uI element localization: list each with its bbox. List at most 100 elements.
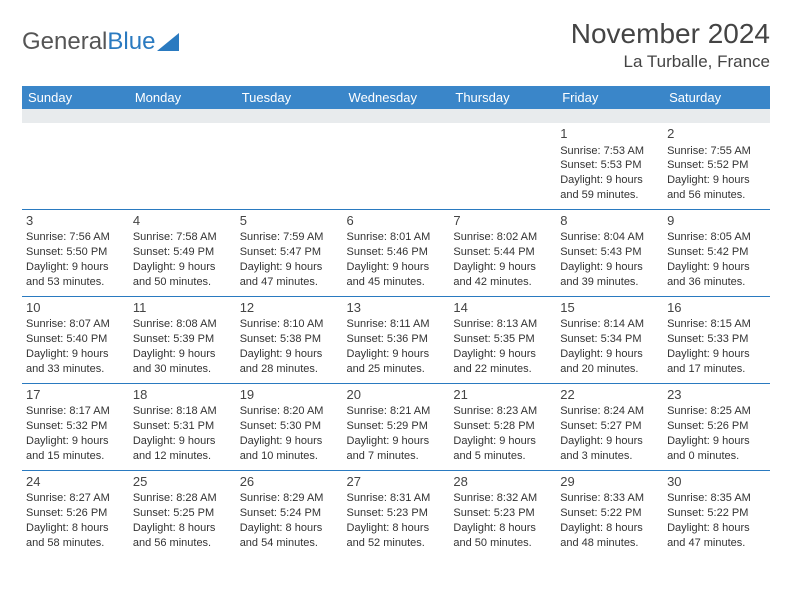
sunrise-line: Sunrise: 7:56 AM bbox=[26, 230, 125, 245]
sunset-line: Sunset: 5:27 PM bbox=[560, 419, 659, 434]
day-number: 21 bbox=[453, 386, 552, 404]
sunset-line: Sunset: 5:32 PM bbox=[26, 419, 125, 434]
calendar-cell: 18Sunrise: 8:18 AMSunset: 5:31 PMDayligh… bbox=[129, 383, 236, 470]
logo: GeneralBlue bbox=[22, 18, 179, 56]
daylight-line: Daylight: 9 hours and 17 minutes. bbox=[667, 347, 766, 377]
day-header: Wednesday bbox=[343, 86, 450, 109]
day-number: 29 bbox=[560, 473, 659, 491]
daylight-line: Daylight: 8 hours and 48 minutes. bbox=[560, 521, 659, 551]
calendar-cell bbox=[343, 123, 450, 209]
calendar-week: 17Sunrise: 8:17 AMSunset: 5:32 PMDayligh… bbox=[22, 383, 770, 470]
daylight-line: Daylight: 9 hours and 45 minutes. bbox=[347, 260, 446, 290]
sunrise-line: Sunrise: 8:35 AM bbox=[667, 491, 766, 506]
day-number: 23 bbox=[667, 386, 766, 404]
day-header: Tuesday bbox=[236, 86, 343, 109]
daylight-line: Daylight: 9 hours and 56 minutes. bbox=[667, 173, 766, 203]
day-number: 7 bbox=[453, 212, 552, 230]
calendar-cell bbox=[22, 123, 129, 209]
daylight-line: Daylight: 8 hours and 58 minutes. bbox=[26, 521, 125, 551]
sunset-line: Sunset: 5:38 PM bbox=[240, 332, 339, 347]
daylight-line: Daylight: 9 hours and 15 minutes. bbox=[26, 434, 125, 464]
daylight-line: Daylight: 9 hours and 36 minutes. bbox=[667, 260, 766, 290]
sunrise-line: Sunrise: 8:17 AM bbox=[26, 404, 125, 419]
day-number: 9 bbox=[667, 212, 766, 230]
sunrise-line: Sunrise: 8:01 AM bbox=[347, 230, 446, 245]
sunset-line: Sunset: 5:49 PM bbox=[133, 245, 232, 260]
calendar-cell: 6Sunrise: 8:01 AMSunset: 5:46 PMDaylight… bbox=[343, 209, 450, 296]
logo-text-general: General bbox=[22, 28, 107, 56]
daylight-line: Daylight: 8 hours and 56 minutes. bbox=[133, 521, 232, 551]
calendar-cell: 19Sunrise: 8:20 AMSunset: 5:30 PMDayligh… bbox=[236, 383, 343, 470]
calendar-cell: 20Sunrise: 8:21 AMSunset: 5:29 PMDayligh… bbox=[343, 383, 450, 470]
sunset-line: Sunset: 5:47 PM bbox=[240, 245, 339, 260]
day-number: 27 bbox=[347, 473, 446, 491]
calendar-cell: 29Sunrise: 8:33 AMSunset: 5:22 PMDayligh… bbox=[556, 470, 663, 556]
sunrise-line: Sunrise: 7:58 AM bbox=[133, 230, 232, 245]
sunrise-line: Sunrise: 7:59 AM bbox=[240, 230, 339, 245]
calendar-cell: 26Sunrise: 8:29 AMSunset: 5:24 PMDayligh… bbox=[236, 470, 343, 556]
calendar-cell: 3Sunrise: 7:56 AMSunset: 5:50 PMDaylight… bbox=[22, 209, 129, 296]
calendar-cell bbox=[236, 123, 343, 209]
sunset-line: Sunset: 5:22 PM bbox=[667, 506, 766, 521]
sunrise-line: Sunrise: 8:11 AM bbox=[347, 317, 446, 332]
sunrise-line: Sunrise: 8:28 AM bbox=[133, 491, 232, 506]
calendar-cell: 7Sunrise: 8:02 AMSunset: 5:44 PMDaylight… bbox=[449, 209, 556, 296]
day-number: 3 bbox=[26, 212, 125, 230]
calendar-table: SundayMondayTuesdayWednesdayThursdayFrid… bbox=[22, 86, 770, 557]
sunrise-line: Sunrise: 8:15 AM bbox=[667, 317, 766, 332]
page-title: November 2024 bbox=[571, 18, 770, 50]
day-number: 20 bbox=[347, 386, 446, 404]
day-number: 1 bbox=[560, 125, 659, 143]
day-number: 4 bbox=[133, 212, 232, 230]
day-number: 24 bbox=[26, 473, 125, 491]
calendar-cell: 12Sunrise: 8:10 AMSunset: 5:38 PMDayligh… bbox=[236, 296, 343, 383]
daylight-line: Daylight: 8 hours and 47 minutes. bbox=[667, 521, 766, 551]
sunrise-line: Sunrise: 8:13 AM bbox=[453, 317, 552, 332]
day-number: 11 bbox=[133, 299, 232, 317]
title-block: November 2024 La Turballe, France bbox=[571, 18, 770, 72]
calendar-cell: 9Sunrise: 8:05 AMSunset: 5:42 PMDaylight… bbox=[663, 209, 770, 296]
calendar-cell: 23Sunrise: 8:25 AMSunset: 5:26 PMDayligh… bbox=[663, 383, 770, 470]
daylight-line: Daylight: 8 hours and 54 minutes. bbox=[240, 521, 339, 551]
daylight-line: Daylight: 9 hours and 53 minutes. bbox=[26, 260, 125, 290]
calendar-head: SundayMondayTuesdayWednesdayThursdayFrid… bbox=[22, 86, 770, 109]
sunrise-line: Sunrise: 8:05 AM bbox=[667, 230, 766, 245]
sunrise-line: Sunrise: 8:33 AM bbox=[560, 491, 659, 506]
sunrise-line: Sunrise: 8:08 AM bbox=[133, 317, 232, 332]
calendar-week: 3Sunrise: 7:56 AMSunset: 5:50 PMDaylight… bbox=[22, 209, 770, 296]
sunrise-line: Sunrise: 8:21 AM bbox=[347, 404, 446, 419]
sunset-line: Sunset: 5:25 PM bbox=[133, 506, 232, 521]
sunset-line: Sunset: 5:44 PM bbox=[453, 245, 552, 260]
calendar-cell: 30Sunrise: 8:35 AMSunset: 5:22 PMDayligh… bbox=[663, 470, 770, 556]
calendar-cell: 14Sunrise: 8:13 AMSunset: 5:35 PMDayligh… bbox=[449, 296, 556, 383]
daylight-line: Daylight: 9 hours and 20 minutes. bbox=[560, 347, 659, 377]
daylight-line: Daylight: 8 hours and 52 minutes. bbox=[347, 521, 446, 551]
day-number: 19 bbox=[240, 386, 339, 404]
sunrise-line: Sunrise: 8:25 AM bbox=[667, 404, 766, 419]
sunrise-line: Sunrise: 8:10 AM bbox=[240, 317, 339, 332]
calendar-cell: 2Sunrise: 7:55 AMSunset: 5:52 PMDaylight… bbox=[663, 123, 770, 209]
day-number: 18 bbox=[133, 386, 232, 404]
day-number: 26 bbox=[240, 473, 339, 491]
day-header: Friday bbox=[556, 86, 663, 109]
sunset-line: Sunset: 5:35 PM bbox=[453, 332, 552, 347]
day-header: Saturday bbox=[663, 86, 770, 109]
sunset-line: Sunset: 5:23 PM bbox=[347, 506, 446, 521]
logo-text-blue: Blue bbox=[107, 28, 155, 56]
sunrise-line: Sunrise: 8:27 AM bbox=[26, 491, 125, 506]
calendar-cell: 13Sunrise: 8:11 AMSunset: 5:36 PMDayligh… bbox=[343, 296, 450, 383]
daylight-line: Daylight: 9 hours and 30 minutes. bbox=[133, 347, 232, 377]
daylight-line: Daylight: 9 hours and 12 minutes. bbox=[133, 434, 232, 464]
calendar-cell: 15Sunrise: 8:14 AMSunset: 5:34 PMDayligh… bbox=[556, 296, 663, 383]
daylight-line: Daylight: 9 hours and 28 minutes. bbox=[240, 347, 339, 377]
day-number: 30 bbox=[667, 473, 766, 491]
sunset-line: Sunset: 5:39 PM bbox=[133, 332, 232, 347]
sunset-line: Sunset: 5:52 PM bbox=[667, 158, 766, 173]
calendar-cell: 25Sunrise: 8:28 AMSunset: 5:25 PMDayligh… bbox=[129, 470, 236, 556]
day-number: 13 bbox=[347, 299, 446, 317]
day-number: 16 bbox=[667, 299, 766, 317]
sunrise-line: Sunrise: 8:07 AM bbox=[26, 317, 125, 332]
calendar-cell: 16Sunrise: 8:15 AMSunset: 5:33 PMDayligh… bbox=[663, 296, 770, 383]
sunrise-line: Sunrise: 8:32 AM bbox=[453, 491, 552, 506]
daylight-line: Daylight: 9 hours and 42 minutes. bbox=[453, 260, 552, 290]
